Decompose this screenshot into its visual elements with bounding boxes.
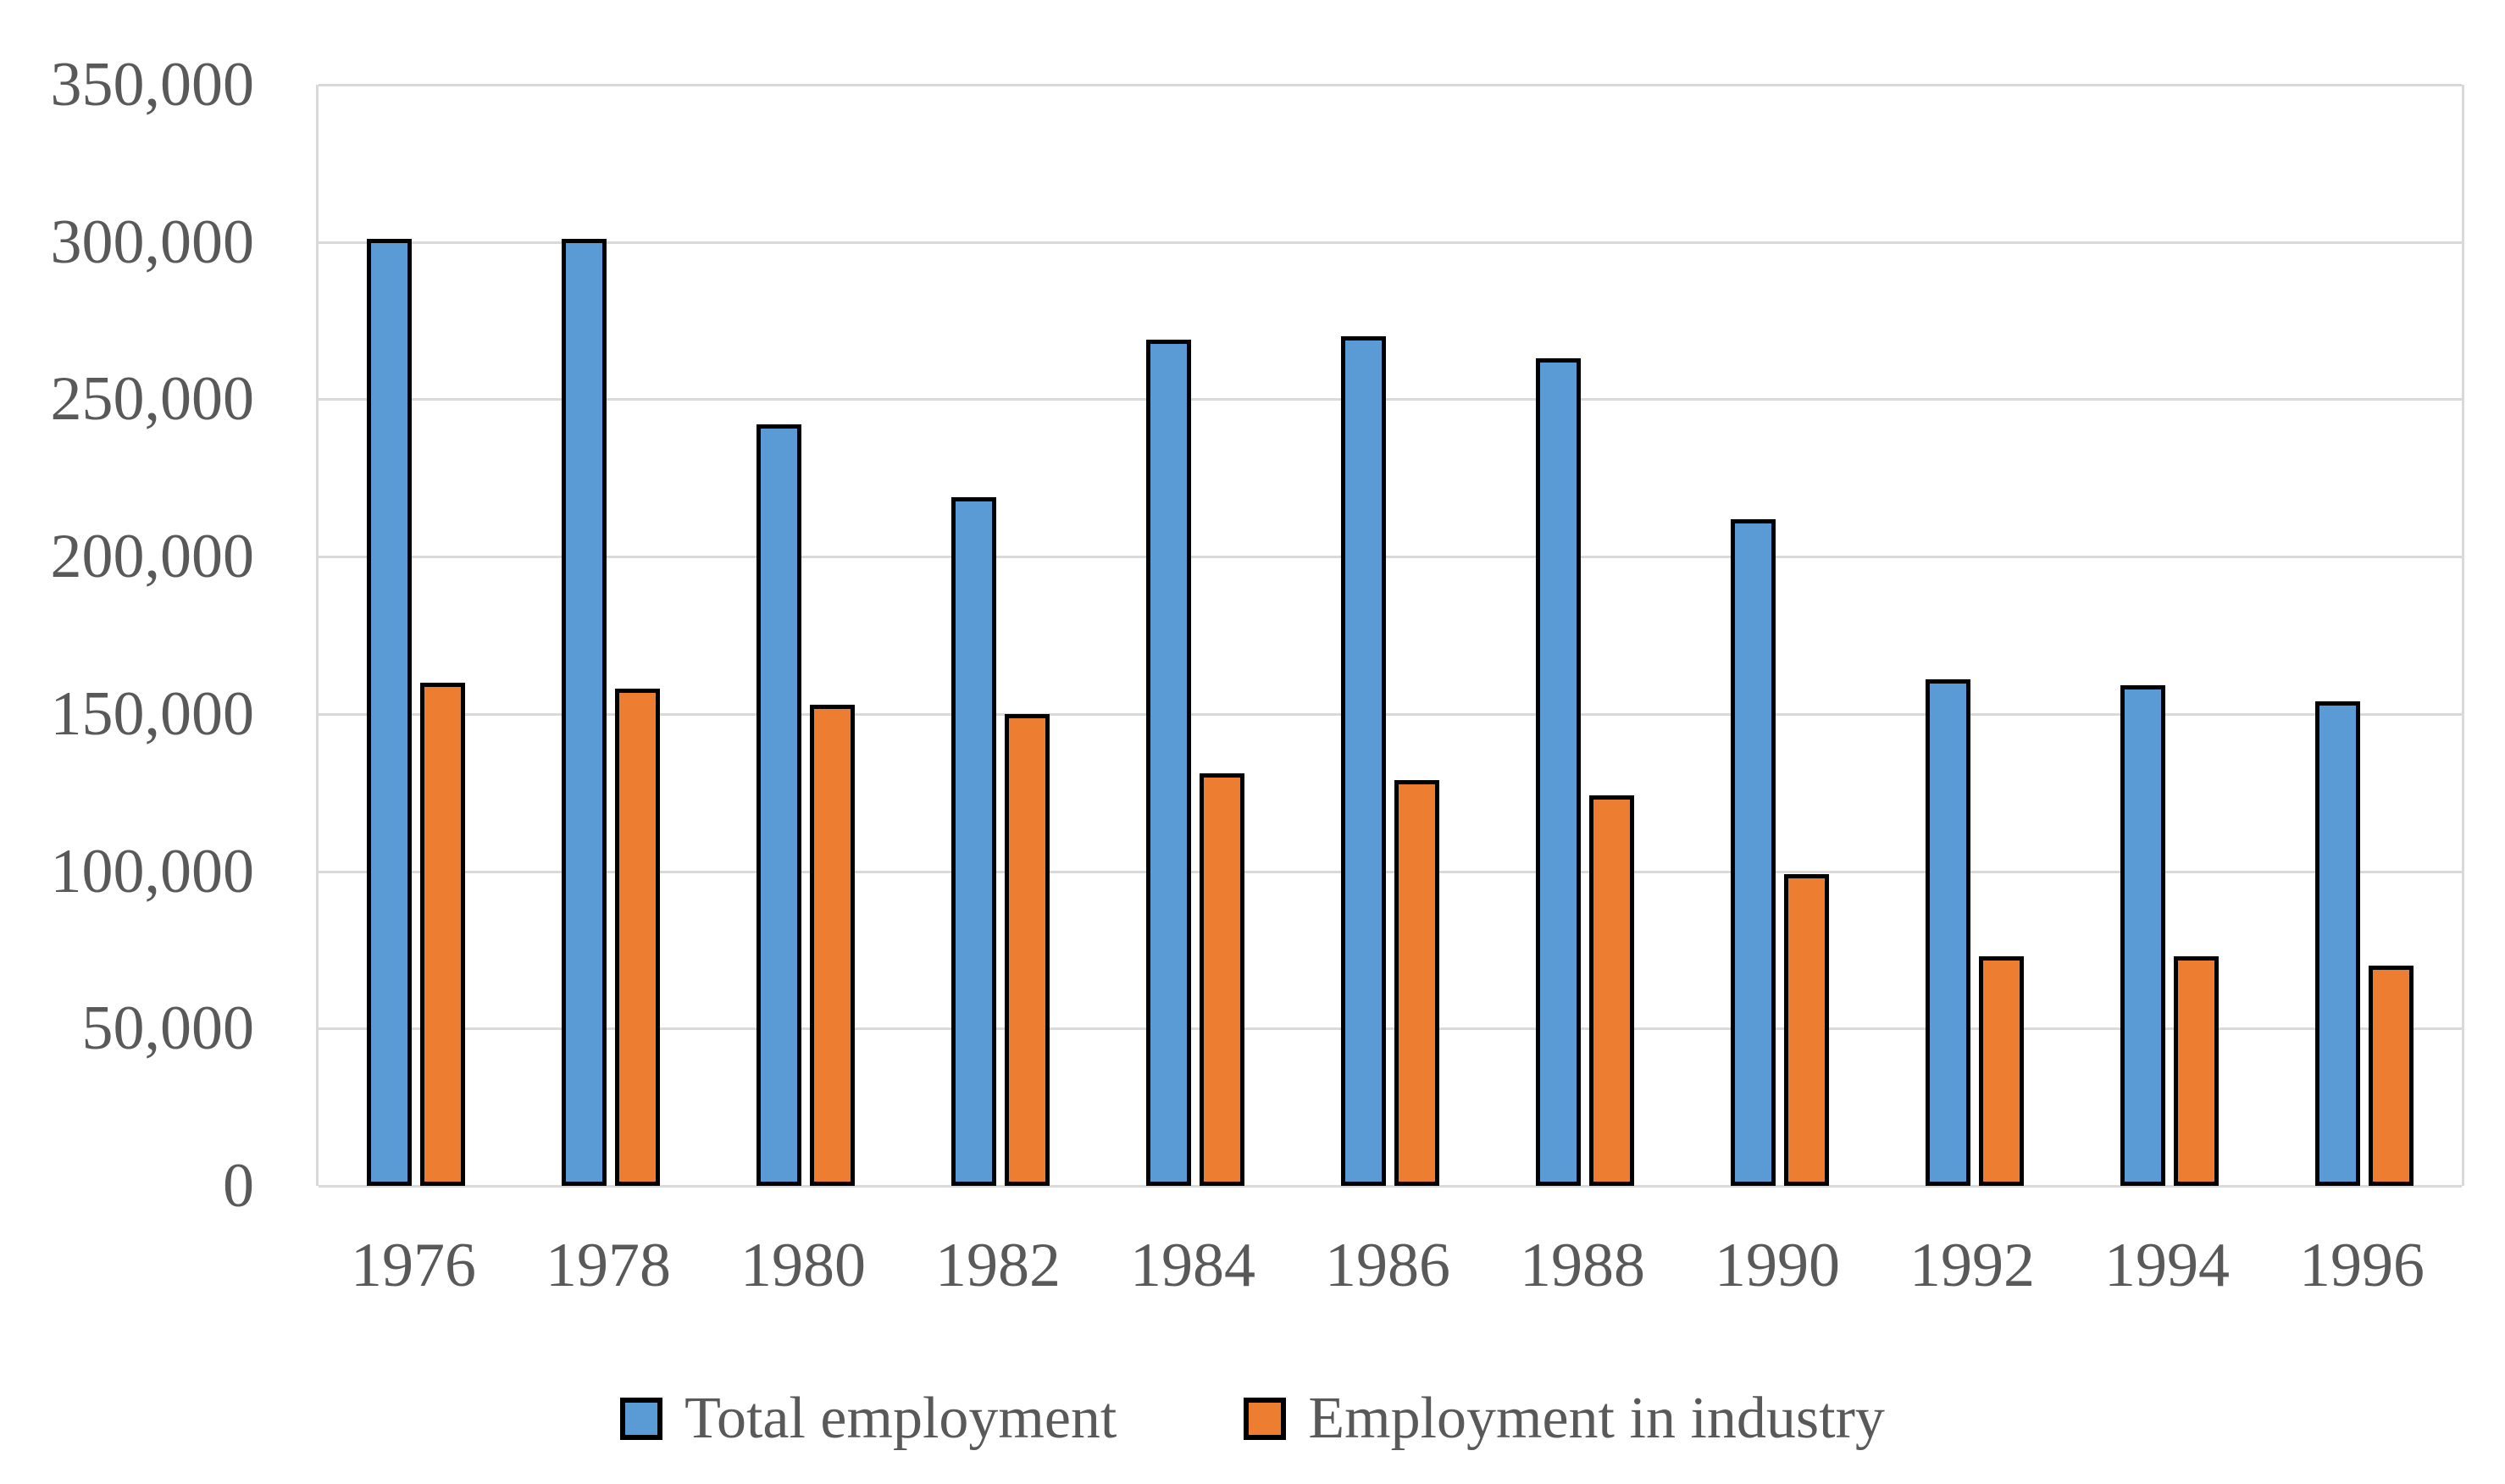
gridline	[319, 241, 2462, 244]
bar-employment-in-industry-1996	[2369, 966, 2414, 1186]
gridline	[319, 871, 2462, 873]
gridline	[319, 713, 2462, 716]
gridline	[319, 84, 2462, 86]
bar-total-employment-1978	[562, 239, 607, 1186]
gridline	[319, 556, 2462, 558]
x-axis-tick-label: 1984	[1130, 1231, 1255, 1300]
bar-employment-in-industry-1988	[1589, 795, 1634, 1186]
bar-total-employment-1982	[951, 497, 996, 1186]
x-axis-tick-label: 1994	[2104, 1231, 2230, 1300]
legend-label-total-employment: Total employment	[684, 1386, 1117, 1451]
x-axis-tick-label: 1976	[351, 1231, 476, 1300]
bar-total-employment-1990	[1731, 519, 1776, 1186]
legend-swatch-total-employment	[620, 1398, 663, 1440]
bar-employment-in-industry-1994	[2174, 956, 2219, 1186]
x-axis-tick-label: 1996	[2299, 1231, 2425, 1300]
x-axis-tick-label: 1992	[1909, 1231, 2035, 1300]
y-axis-tick-label: 50,000	[81, 994, 255, 1063]
gridline	[319, 1027, 2462, 1030]
x-axis-tick-label: 1986	[1325, 1231, 1450, 1300]
y-axis-tick-label: 100,000	[50, 837, 255, 906]
y-axis-tick-label: 250,000	[50, 364, 255, 434]
x-axis-line	[319, 1185, 2462, 1188]
legend-item-employment-in-industry: Employment in industry	[1244, 1385, 1885, 1453]
y-axis-tick-label: 150,000	[50, 679, 255, 749]
legend-swatch-employment-in-industry	[1244, 1398, 1287, 1440]
x-axis-tick-label: 1982	[935, 1231, 1061, 1300]
y-axis-tick-label: 200,000	[50, 522, 255, 591]
bar-employment-in-industry-1984	[1200, 773, 1244, 1186]
gridline	[319, 398, 2462, 401]
bar-employment-in-industry-1978	[615, 689, 660, 1186]
bar-employment-in-industry-1986	[1394, 780, 1439, 1186]
bar-total-employment-1980	[756, 424, 801, 1186]
bar-total-employment-1976	[367, 239, 412, 1186]
x-axis-tick-label: 1990	[1715, 1231, 1840, 1300]
bar-employment-in-industry-1992	[1979, 956, 2024, 1186]
bar-employment-in-industry-1976	[420, 683, 465, 1186]
bar-total-employment-1992	[1926, 679, 1970, 1186]
legend-item-total-employment: Total employment	[620, 1385, 1117, 1453]
bar-total-employment-1984	[1146, 340, 1191, 1186]
y-axis-tick-label: 300,000	[50, 208, 255, 277]
x-axis-tick-label: 1988	[1520, 1231, 1645, 1300]
x-axis-tick-label: 1980	[740, 1231, 866, 1300]
x-axis-tick-label: 1978	[546, 1231, 671, 1300]
bar-total-employment-1996	[2315, 701, 2360, 1186]
bar-employment-in-industry-1982	[1005, 714, 1050, 1186]
plot-area	[316, 84, 2464, 1188]
bar-total-employment-1986	[1341, 336, 1386, 1186]
legend: Total employment Employment in industry	[0, 1372, 2505, 1465]
y-axis-tick-label: 0	[223, 1151, 254, 1221]
bar-total-employment-1994	[2120, 685, 2165, 1186]
legend-label-employment-in-industry: Employment in industry	[1308, 1386, 1885, 1451]
bar-employment-in-industry-1980	[810, 705, 855, 1186]
y-axis-tick-label: 350,000	[50, 50, 255, 119]
bar-total-employment-1988	[1536, 358, 1581, 1186]
bar-employment-in-industry-1990	[1784, 874, 1829, 1186]
